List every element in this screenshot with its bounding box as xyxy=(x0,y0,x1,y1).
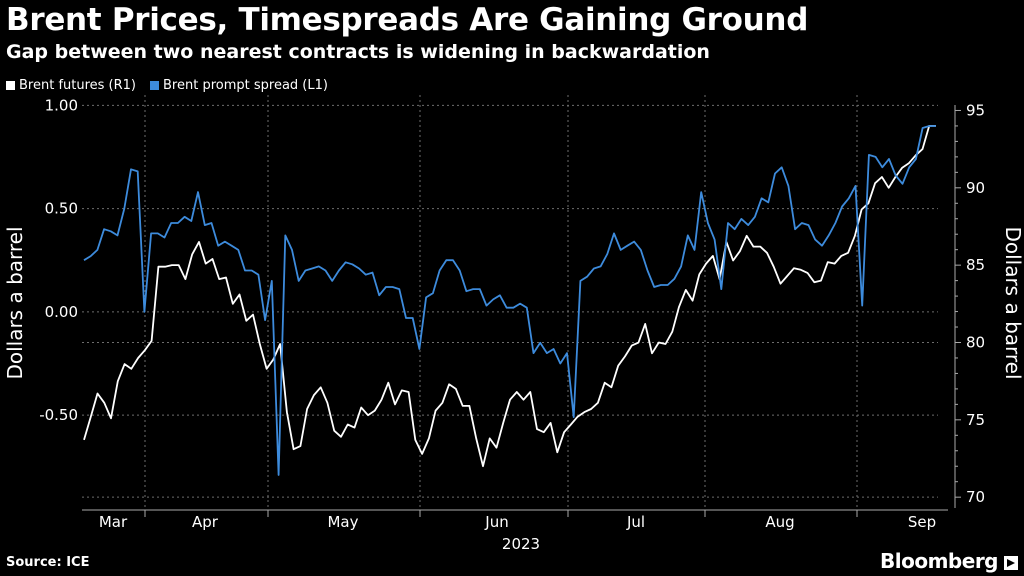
chart-subtitle: Gap between two nearest contracts is wid… xyxy=(6,41,710,63)
legend-label-futures: Brent futures (R1) xyxy=(19,78,137,93)
chart-axes xyxy=(82,105,961,517)
y-left-tick-label: -0.50 xyxy=(39,406,78,424)
x-tick-label: Sep xyxy=(908,513,936,531)
chart-series xyxy=(83,125,936,476)
bloomberg-logo: Bloomberg xyxy=(880,549,998,573)
legend-swatch-spread xyxy=(150,81,160,90)
chart-grid xyxy=(82,95,938,510)
y-left-tick-label: 0.00 xyxy=(45,303,78,321)
y-right-tick-label: 70 xyxy=(966,488,985,506)
y-right-tick-label: 85 xyxy=(966,256,985,274)
series-line-brent-futures xyxy=(83,125,936,468)
source-note: Source: ICE xyxy=(6,555,90,570)
y-right-tick-label: 95 xyxy=(966,101,985,119)
x-tick-label: Jun xyxy=(484,513,508,531)
y-left-tick-label: 1.00 xyxy=(45,96,78,114)
y-right-tick-label: 80 xyxy=(966,333,985,351)
x-tick-label: Aug xyxy=(765,513,794,531)
legend-item-spread: Brent prompt spread (L1) xyxy=(150,78,328,93)
y-right-tick-label: 90 xyxy=(966,179,985,197)
bloomberg-mark-icon xyxy=(1004,556,1018,570)
chart-labels: 1.00 0.50 0.00 -0.50 95 90 85 80 75 70 Mar Apr May Ju… xyxy=(3,96,1024,553)
legend: Brent futures (R1) Brent prompt spread (… xyxy=(6,78,328,93)
legend-item-futures: Brent futures (R1) xyxy=(6,78,136,93)
series-line-brent-spread xyxy=(83,125,936,476)
legend-swatch-futures xyxy=(6,81,15,90)
x-tick-label: Mar xyxy=(99,513,128,531)
x-tick-label: May xyxy=(327,513,358,531)
x-tick-label: Apr xyxy=(192,513,219,531)
y-left-axis-title: Dollars a barrel xyxy=(3,226,27,379)
legend-label-spread: Brent prompt spread (L1) xyxy=(163,78,328,93)
y-right-axis-title: Dollars a barrel xyxy=(1001,226,1024,379)
y-left-tick-label: 0.50 xyxy=(45,200,78,218)
chart-title: Brent Prices, Timespreads Are Gaining Gr… xyxy=(6,2,809,38)
x-year-label: 2023 xyxy=(502,535,540,553)
y-right-tick-label: 75 xyxy=(966,411,985,429)
x-tick-label: Jul xyxy=(626,513,645,531)
